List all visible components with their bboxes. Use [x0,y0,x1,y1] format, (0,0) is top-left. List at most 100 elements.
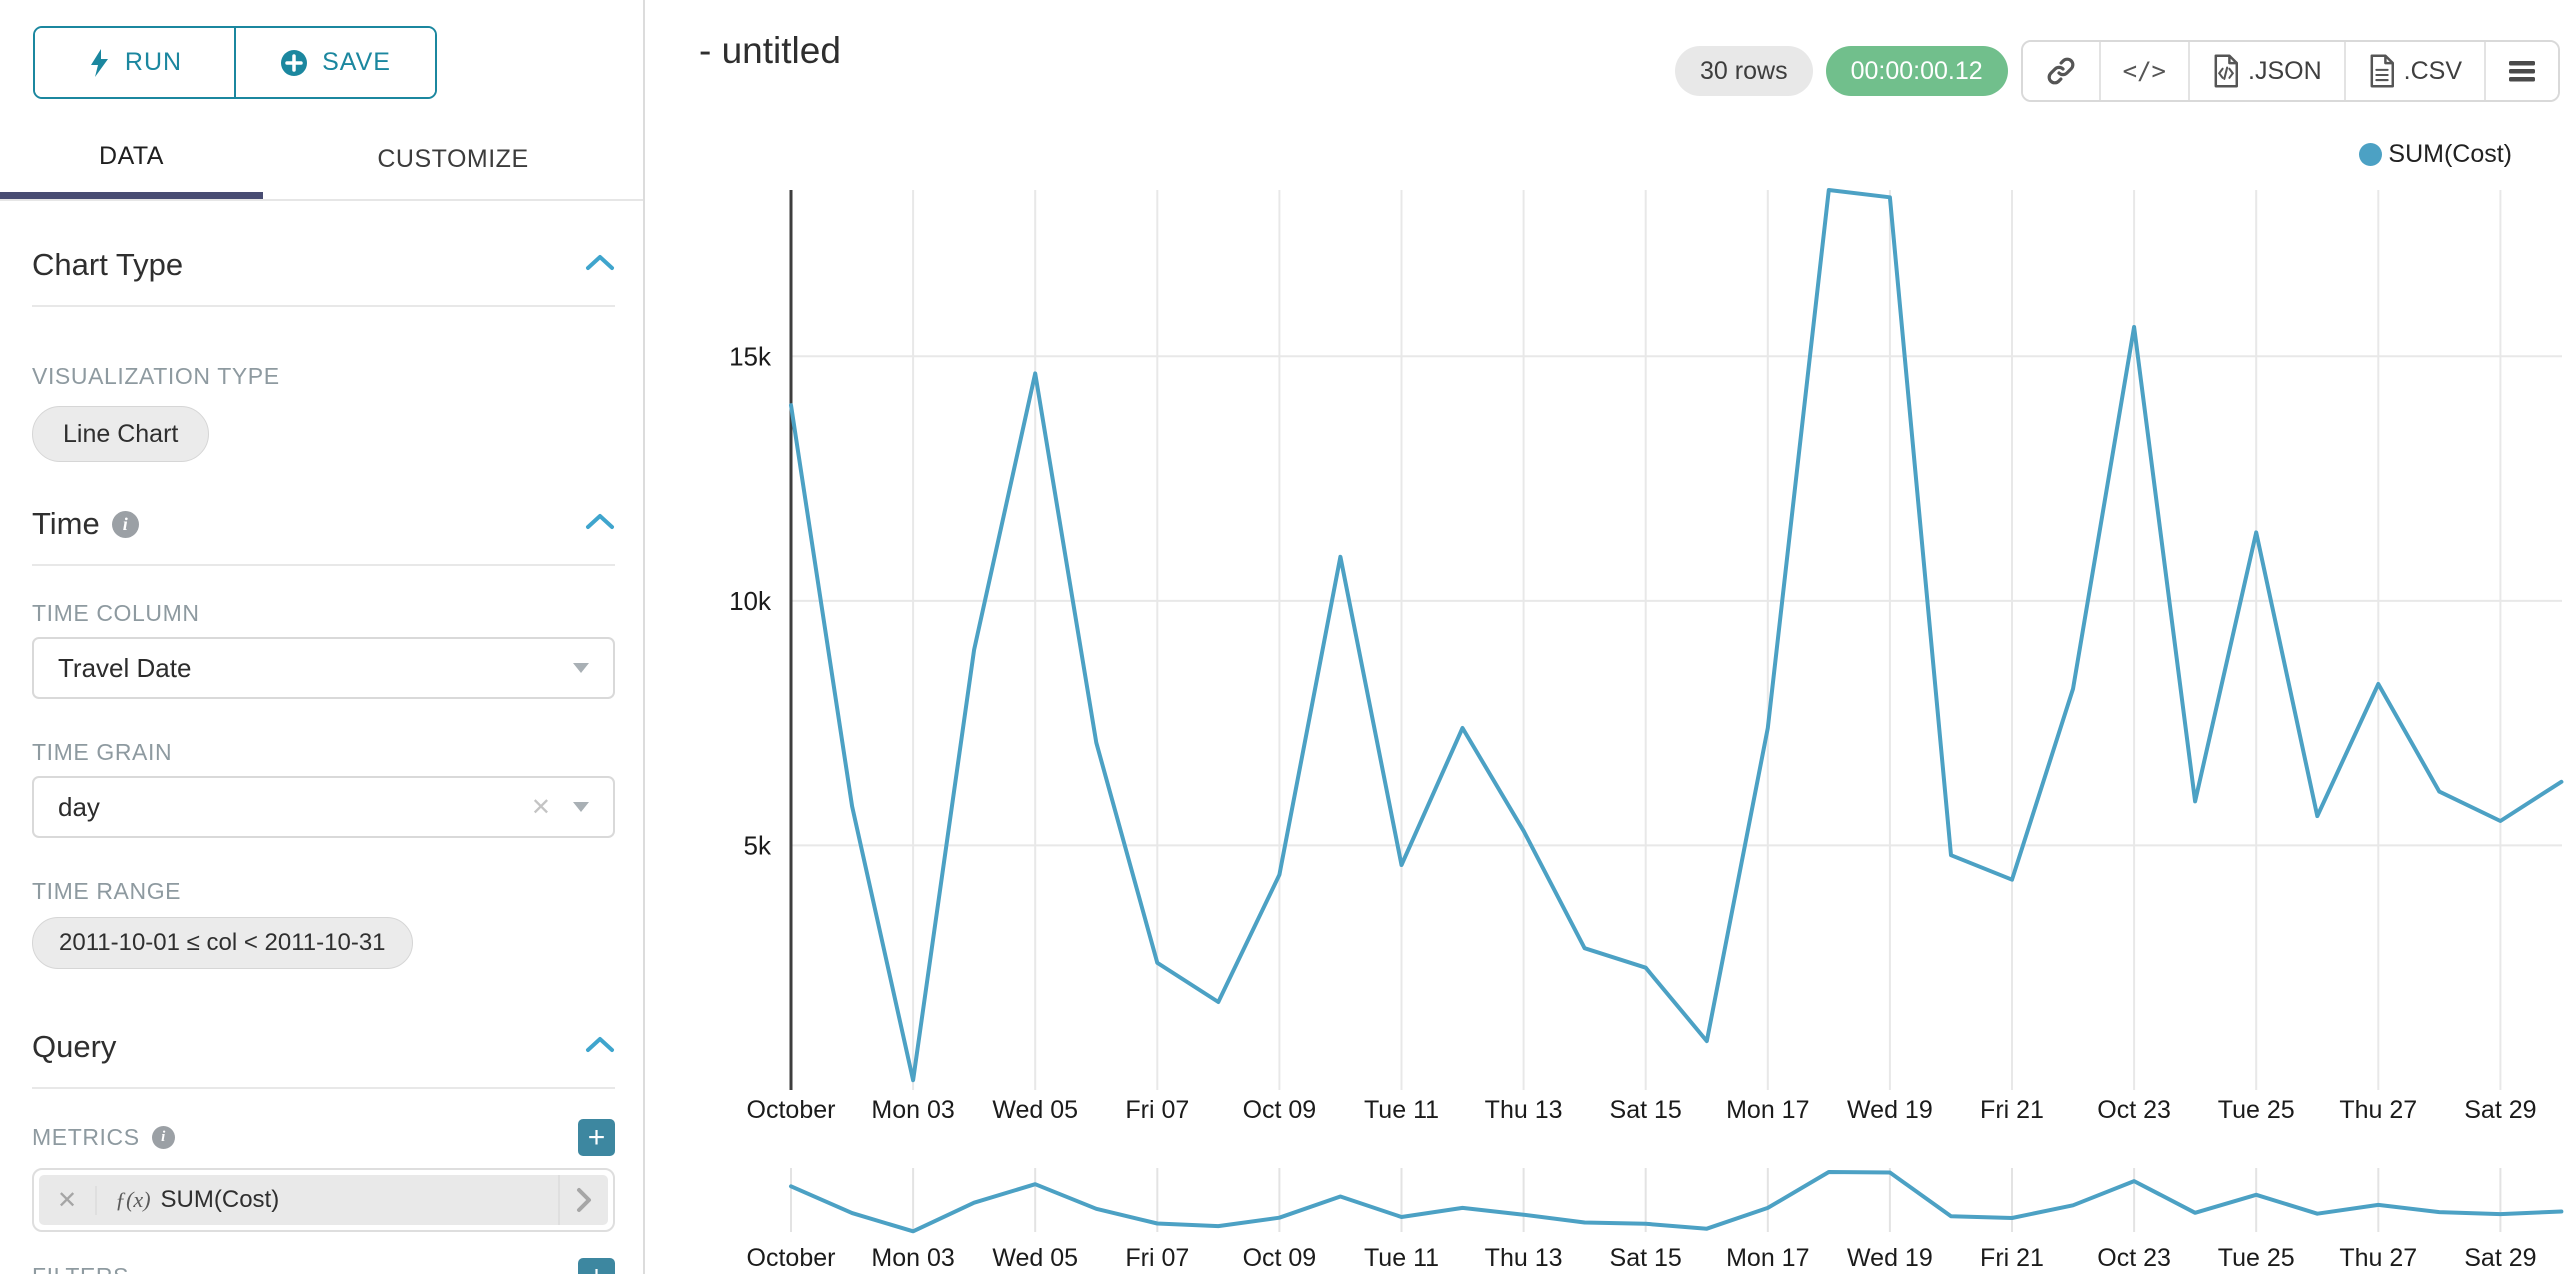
chevron-up-icon[interactable] [585,513,615,535]
section-title: Time [32,506,100,541]
x-axis-label: Sat 29 [2464,1096,2536,1124]
run-button-label: RUN [124,48,183,76]
export-button-bar: </> .JSON .CSV [2020,40,2560,102]
share-link-button[interactable] [2022,42,2101,100]
plus-circle-icon [281,49,308,76]
function-icon: ƒ(x) [115,1187,151,1212]
mini-x-axis-label: Tue 11 [1364,1244,1439,1272]
export-json-button[interactable]: .JSON [2190,42,2346,100]
chevron-right-icon[interactable] [558,1175,608,1225]
run-save-button-group: RUN SAVE [33,26,437,99]
mini-x-axis-label: Thu 13 [1485,1244,1563,1272]
x-axis-label: Fri 21 [1980,1096,2044,1124]
mini-x-axis-label: Thu 27 [2339,1244,2417,1272]
chevron-down-icon [573,663,589,673]
section-title: Chart Type [32,247,184,282]
x-axis-label: Oct 23 [2097,1096,2171,1124]
y-axis-label: 10k [729,586,772,616]
mini-x-axis-label: Oct 23 [2097,1244,2171,1272]
csv-button-label: .CSV [2403,56,2462,85]
visualization-type-value[interactable]: Line Chart [32,406,210,462]
time-range-value[interactable]: 2011-10-01 ≤ col < 2011-10-31 [32,917,413,969]
time-grain-select[interactable]: day ✕ [32,776,615,838]
mini-x-axis-label: Wed 19 [1847,1244,1933,1272]
time-grain-value: day [58,791,100,822]
y-axis-label: 5k [744,830,772,860]
x-axis-label: Oct 09 [1243,1096,1317,1124]
x-axis-label: Tue 11 [1364,1096,1439,1124]
chart-title[interactable]: - untitled [699,30,841,71]
time-column-label: TIME COLUMN [32,600,200,626]
time-column-select[interactable]: Travel Date [32,637,615,699]
section-title: Query [32,1029,117,1064]
legend-series-dot [2359,143,2383,166]
clear-icon[interactable]: ✕ [530,793,551,821]
save-button[interactable]: SAVE [234,28,435,97]
metric-container: ✕ ƒ(x) SUM(Cost) [32,1168,615,1232]
line-chart-canvas[interactable]: 5k 10k 15k October October Mon 03 Mon 03 Wed 05… [647,0,2576,1274]
mini-x-axis-label: Fri 21 [1980,1244,2044,1272]
chevron-up-icon[interactable] [585,1036,615,1058]
lightning-icon [90,48,108,77]
run-button[interactable]: RUN [35,28,234,97]
info-icon: i [111,510,139,538]
remove-metric-icon[interactable]: ✕ [39,1185,98,1215]
metrics-label-row: METRICS i + [32,1119,615,1156]
chart-panel: - untitled 30 rows 00:00:00.12 </> [647,0,2576,1274]
code-icon: </> [2122,57,2167,85]
metrics-label: METRICS [32,1124,140,1150]
section-chart-type-header: Chart Type [32,247,615,307]
mini-x-axis-label: Oct 09 [1243,1244,1317,1272]
tab-customize[interactable]: CUSTOMIZE [377,145,529,173]
query-duration-badge: 00:00:00.12 [1825,46,2008,96]
visualization-type-label: VISUALIZATION TYPE [32,363,280,389]
metric-item[interactable]: ✕ ƒ(x) SUM(Cost) [39,1175,608,1225]
time-column-value: Travel Date [58,652,192,683]
mini-x-axis-label: Fri 07 [1125,1244,1189,1272]
x-axis-label: Fri 07 [1125,1096,1189,1124]
panel-tabs: DATA CUSTOMIZE [0,120,643,201]
view-query-button[interactable]: </> [2100,42,2191,100]
section-time-header: Time i [32,506,615,566]
mini-x-axis-label: Mon 17 [1726,1244,1809,1272]
section-query-header: Query [32,1029,615,1089]
more-options-button[interactable] [2486,42,2558,100]
add-filter-button[interactable]: + [578,1258,615,1274]
control-panel-sidebar: RUN SAVE DATA CUSTOMIZE Chart Type [0,0,645,1274]
hamburger-menu-icon [2509,61,2535,82]
x-axis-label: October [747,1096,836,1124]
x-axis-label: Mon 03 [871,1096,954,1124]
mini-x-axis-label: Sat 15 [1610,1244,1682,1272]
info-icon: i [151,1126,175,1149]
x-axis-label: Thu 13 [1485,1096,1563,1124]
main-chart-line[interactable] [789,188,2564,1083]
section-time: Time i TIME COLUMN Travel Date TIME GRAI… [32,506,615,969]
csv-file-icon [2370,54,2394,88]
time-range-label: TIME RANGE [32,878,182,904]
section-chart-type: Chart Type VISUALIZATION TYPE Line Chart [32,247,615,462]
json-file-icon [2214,54,2239,88]
add-metric-button[interactable]: + [578,1119,615,1156]
x-axis-label: Wed 05 [992,1096,1078,1124]
time-grain-label: TIME GRAIN [32,739,173,765]
section-query: Query METRICS i + ✕ ƒ(x) SUM(Cost) [32,1029,615,1274]
chevron-up-icon[interactable] [585,254,615,276]
x-axis-label: Mon 17 [1726,1096,1809,1124]
y-axis-label: 15k [729,341,772,371]
link-icon [2047,57,2075,85]
chevron-down-icon [573,802,589,812]
x-axis-label: Wed 19 [1847,1096,1933,1124]
filters-label: FILTERS [32,1263,129,1274]
legend-item[interactable]: SUM(Cost) [2359,140,2512,169]
legend-series-label: SUM(Cost) [2388,140,2512,168]
mini-chart-line[interactable] [789,1170,2564,1234]
x-axis-label: Tue 25 [2218,1096,2295,1124]
header-controls: 30 rows 00:00:00.12 </> [1675,40,2560,102]
filters-label-row: FILTERS + [32,1258,615,1274]
export-csv-button[interactable]: .CSV [2345,42,2486,100]
json-button-label: .JSON [2248,56,2322,85]
tab-data[interactable]: DATA [0,120,263,199]
x-axis-label: Thu 27 [2339,1096,2417,1124]
save-button-label: SAVE [322,48,391,76]
